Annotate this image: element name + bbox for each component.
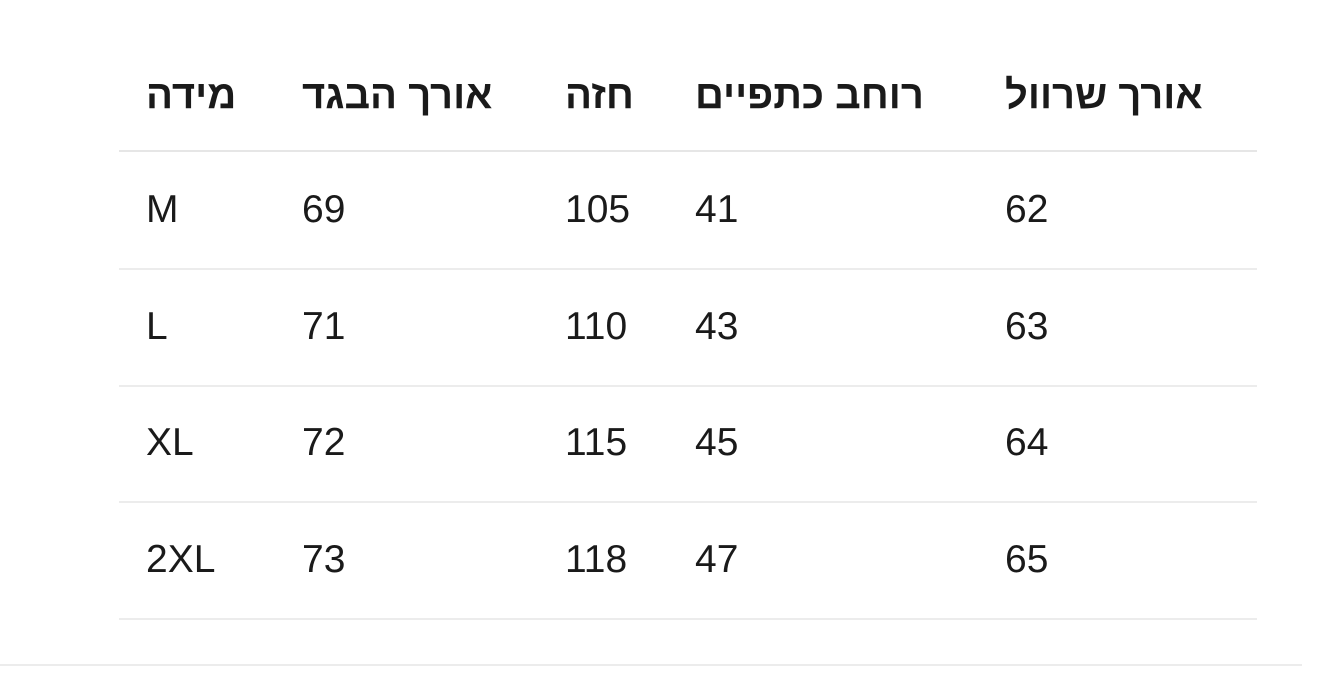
table-cell: 2XL bbox=[146, 537, 216, 581]
table-cell: 47 bbox=[695, 537, 739, 581]
table-cell: 73 bbox=[302, 537, 346, 581]
table-row: 2XL 73 118 47 65 bbox=[119, 502, 1257, 620]
table-header: מידה אורך הבגד חזה רוחב כתפיים אורך שרוו… bbox=[119, 40, 1257, 152]
table-cell: M bbox=[146, 188, 179, 231]
table-cell: 63 bbox=[1005, 304, 1049, 348]
table-cell: 45 bbox=[695, 421, 739, 464]
table-cell: 41 bbox=[695, 188, 739, 231]
table-row: M 69 105 41 62 bbox=[119, 152, 1257, 270]
header-shoulder-width: רוחב כתפיים bbox=[695, 72, 924, 117]
table-row: XL 72 115 45 64 bbox=[119, 385, 1257, 503]
table-cell: 64 bbox=[1005, 421, 1049, 464]
table-cell: L bbox=[146, 304, 168, 348]
table-cell: 62 bbox=[1005, 188, 1049, 231]
table-cell: 72 bbox=[302, 421, 346, 464]
table-cell: 43 bbox=[695, 304, 739, 348]
table-cell: 105 bbox=[565, 188, 631, 231]
header-sleeve-length: אורך שרוול bbox=[1005, 72, 1203, 117]
table-cell: 110 bbox=[565, 304, 628, 348]
table-cell: 115 bbox=[565, 421, 628, 464]
table-cell: 71 bbox=[302, 304, 346, 348]
header-chest: חזה bbox=[565, 72, 634, 117]
header-size: מידה bbox=[146, 72, 237, 117]
table-row: L 71 110 43 63 bbox=[119, 269, 1257, 387]
table-cell: 69 bbox=[302, 188, 346, 231]
table-cell: 65 bbox=[1005, 537, 1049, 581]
header-garment-length: אורך הבגד bbox=[302, 72, 493, 117]
table-cell: XL bbox=[146, 421, 194, 464]
divider bbox=[0, 664, 1302, 666]
table-cell: 118 bbox=[565, 537, 628, 581]
